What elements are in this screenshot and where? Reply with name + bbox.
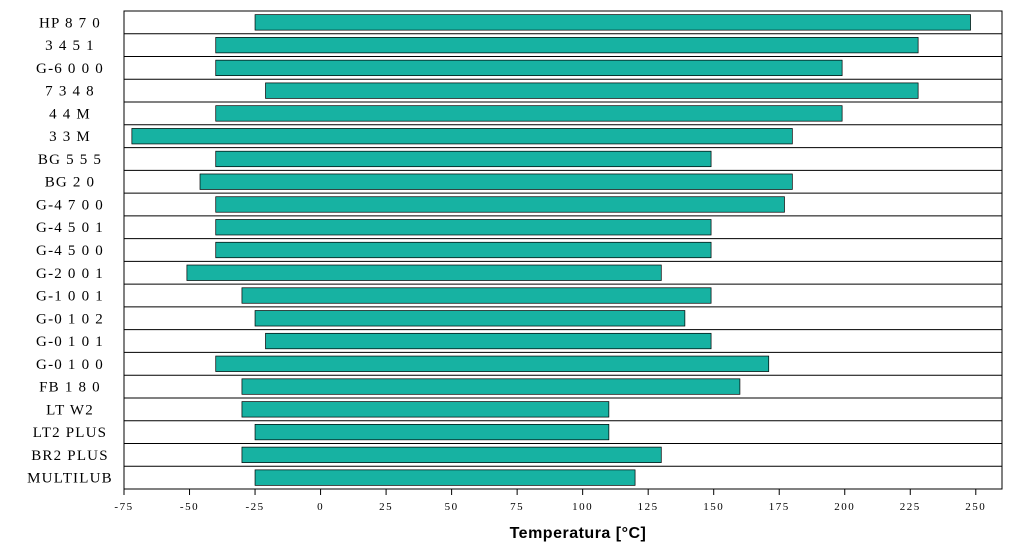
category-label: 4 4 M [49, 106, 91, 122]
category-label: FB 1 8 0 [39, 380, 101, 396]
x-axis-ticks: -75 -50 -25 0 25 50 75 100 125 150 175 200 225 250 [114, 489, 986, 513]
x-tick-label: 150 [703, 501, 724, 513]
category-label: G-0 1 0 2 [36, 311, 104, 327]
category-label: BG 5 5 5 [38, 152, 102, 168]
bar [254, 310, 686, 327]
category-label: G-2 0 0 1 [36, 266, 104, 282]
category-label: 7 3 4 8 [45, 84, 95, 100]
category-label: G-6 0 0 0 [36, 61, 104, 77]
plot-frame [123, 10, 1003, 490]
category-label: 3 4 5 1 [45, 38, 95, 54]
x-tick-label: 0 [317, 501, 324, 513]
category-label: LT2 PLUS [33, 425, 107, 441]
bar [241, 378, 741, 395]
bar [199, 173, 793, 190]
bar [215, 105, 843, 122]
bar [215, 37, 919, 54]
bar [265, 332, 712, 350]
category-label: G-0 1 0 1 [36, 334, 104, 350]
x-tick-label: -75 [114, 501, 133, 513]
category-label: G-0 1 0 0 [36, 357, 104, 373]
x-tick-label: 50 [445, 501, 459, 513]
category-label: G-4 7 0 0 [36, 197, 104, 213]
x-tick-label: 200 [834, 501, 855, 513]
bar [215, 150, 712, 168]
x-tick-label: 125 [638, 501, 659, 513]
category-labels: HP 8 7 0 3 4 5 1 G-6 0 0 0 7 3 4 8 4 4 M 3 3 … [27, 15, 113, 487]
x-tick-label: 250 [965, 501, 986, 513]
bar [254, 469, 636, 486]
category-label: 3 3 M [49, 129, 91, 145]
bar [215, 219, 712, 236]
category-label: BG 2 0 [45, 175, 96, 191]
x-tick-label: 100 [572, 501, 593, 513]
category-label: G-4 5 0 1 [36, 220, 104, 236]
x-tick-label: -50 [180, 501, 199, 513]
bar [241, 446, 662, 463]
bar [215, 241, 712, 259]
category-label: G-4 5 0 0 [36, 243, 104, 259]
bar [186, 264, 662, 281]
bar [241, 287, 712, 304]
x-tick-label: -25 [245, 501, 264, 513]
x-tick-label: 75 [510, 501, 524, 513]
category-label: BR2 PLUS [31, 448, 109, 464]
bar [254, 14, 971, 31]
bar [215, 196, 785, 213]
category-label: MULTILUB [27, 471, 113, 487]
bar [215, 355, 770, 372]
bar-series [131, 14, 971, 486]
bar [215, 59, 843, 77]
bar [254, 423, 610, 441]
row-grid [124, 33, 1002, 467]
category-label: LT W2 [46, 402, 94, 418]
x-tick-label: 225 [900, 501, 921, 513]
bar [241, 401, 610, 418]
x-tick-label: 175 [769, 501, 790, 513]
bar [131, 128, 793, 145]
category-label: G-1 0 0 1 [36, 289, 104, 305]
bar [265, 82, 919, 99]
x-axis-title: Temperatura [°C] [510, 525, 647, 542]
category-label: HP 8 7 0 [39, 15, 101, 31]
x-tick-label: 25 [379, 501, 393, 513]
